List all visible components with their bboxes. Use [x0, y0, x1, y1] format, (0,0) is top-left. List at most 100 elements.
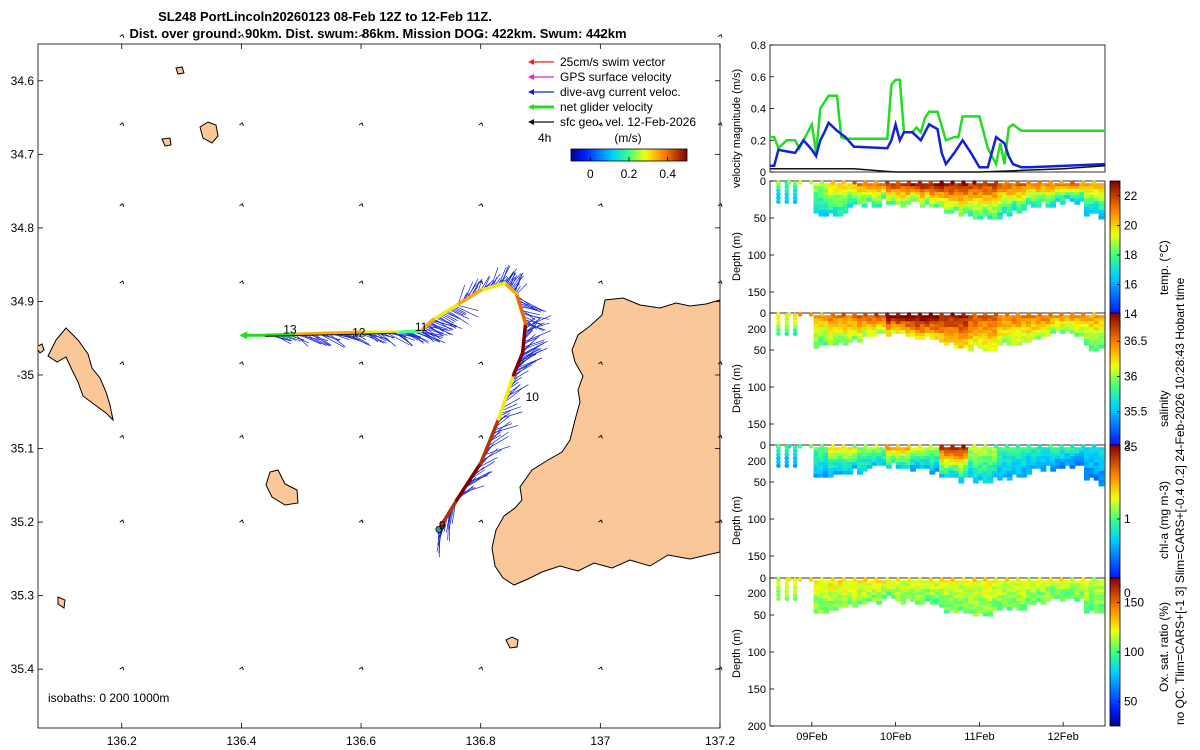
chlorophyll-cell	[914, 453, 921, 457]
temperature-cell	[958, 183, 965, 187]
salinity-cell	[871, 321, 878, 325]
chlorophyll-cell	[977, 453, 984, 457]
temperature-cell	[968, 209, 974, 214]
salinity-cell	[885, 330, 892, 334]
chlorophyll-cell	[857, 467, 863, 472]
oxygen-cell	[842, 589, 849, 593]
oxygen-cell	[953, 586, 960, 590]
chlorophyll-cell	[910, 464, 916, 469]
oxygen-cell	[1011, 586, 1018, 590]
map-ytick-label: 35.4	[11, 662, 35, 676]
salinity-cell	[982, 335, 989, 340]
temperature-cell	[1088, 198, 1095, 202]
chlorophyll-cell	[924, 456, 931, 460]
temperature-cell	[1045, 189, 1052, 193]
salinity-cell	[997, 315, 1003, 319]
chlorophyll-cell	[1084, 450, 1090, 454]
chlorophyll-cell	[1098, 462, 1105, 466]
chlorophyll-cell	[1069, 462, 1076, 466]
temperature-cell	[1045, 195, 1052, 199]
salinity-cell	[992, 335, 999, 340]
day-label: 9	[439, 519, 446, 533]
temperature-cell	[977, 209, 984, 214]
salinity-cell	[1098, 318, 1105, 322]
isobath-fragment	[239, 361, 244, 366]
salinity-cell	[832, 321, 839, 325]
salinity-cell	[1035, 330, 1042, 334]
chlorophyll-cell	[958, 447, 965, 451]
chlorophyll-cell	[948, 459, 955, 463]
salinity-cast-point	[792, 331, 798, 337]
salinity-cell	[1084, 341, 1090, 346]
oxygen-cell	[1026, 592, 1032, 596]
chlorophyll-cell	[1011, 467, 1018, 472]
chlorophyll-cell	[1069, 464, 1076, 469]
current-vector	[467, 471, 491, 485]
chlorophyll-surface-point	[830, 444, 836, 449]
salinity-cell	[818, 318, 825, 322]
salinity-cell	[939, 324, 945, 328]
temperature-cell	[861, 186, 868, 190]
temperature-cell	[1069, 186, 1076, 190]
chlorophyll-cast-point	[792, 463, 798, 469]
oxygen-cell	[968, 583, 974, 587]
oxygen-cell	[972, 597, 979, 602]
salinity-cell	[1088, 330, 1095, 334]
chlorophyll-cell	[1040, 453, 1047, 457]
chlorophyll-cell	[1098, 467, 1105, 472]
chlorophyll-cell	[919, 464, 926, 469]
chlorophyll-cell	[871, 453, 878, 457]
temperature-cell	[914, 183, 921, 187]
oxygen-cell	[832, 603, 839, 608]
oxygen-cell	[905, 589, 912, 593]
salinity-cell	[939, 318, 945, 322]
salinity-surface-point	[939, 312, 944, 317]
salinity-cell	[885, 327, 892, 331]
oxygen-cell	[1079, 583, 1086, 587]
oxygen-cell	[919, 586, 926, 590]
chlorophyll-cell	[958, 476, 965, 481]
chlorophyll-cell	[900, 459, 907, 463]
temperature-cell	[1069, 198, 1076, 202]
chlorophyll-ytick-label: 100	[748, 514, 766, 526]
chlorophyll-cell	[939, 450, 945, 454]
oxygen-cell	[900, 600, 907, 605]
oxygen-cell	[1084, 592, 1090, 596]
oxygen-cell	[1026, 597, 1032, 602]
salinity-cell	[1001, 332, 1008, 337]
salinity-cell	[958, 330, 965, 334]
chlorophyll-cell	[997, 462, 1003, 466]
temperature-cell	[977, 200, 984, 205]
salinity-cell	[857, 321, 863, 325]
temperature-cell	[1045, 183, 1052, 187]
track-segment	[520, 321, 528, 355]
time-xtick-label: 11Feb	[964, 731, 994, 743]
chlorophyll-cell	[968, 456, 974, 460]
oxygen-surface-point	[852, 577, 857, 582]
chlorophyll-cell	[910, 459, 916, 463]
oxygen-cell	[948, 583, 955, 587]
temperature-cell	[842, 189, 849, 193]
chlorophyll-cell	[895, 450, 902, 454]
chlorophyll-cell	[905, 462, 912, 466]
salinity-cell	[837, 335, 844, 340]
temperature-cell	[847, 198, 854, 202]
chlorophyll-cell	[972, 456, 979, 460]
chlorophyll-cell	[1069, 447, 1076, 451]
current-vector	[523, 315, 543, 326]
temperature-cell	[929, 200, 936, 205]
current-vector	[480, 275, 490, 291]
chlorophyll-cell	[1030, 456, 1037, 460]
temperature-cell	[1006, 198, 1013, 202]
salinity-surface-point	[819, 312, 825, 317]
salinity-cell	[1001, 335, 1008, 340]
land-west-island	[47, 327, 114, 422]
time-xtick-label: 09Feb	[796, 731, 827, 743]
temperature-cell	[972, 192, 979, 196]
salinity-cell	[943, 327, 950, 331]
salinity-cb-tick-label: 35	[1124, 440, 1138, 454]
chlorophyll-cell	[828, 470, 834, 475]
temperature-cell	[1045, 200, 1052, 205]
temperature-cell	[1084, 192, 1090, 196]
temperature-cell	[1040, 189, 1047, 193]
